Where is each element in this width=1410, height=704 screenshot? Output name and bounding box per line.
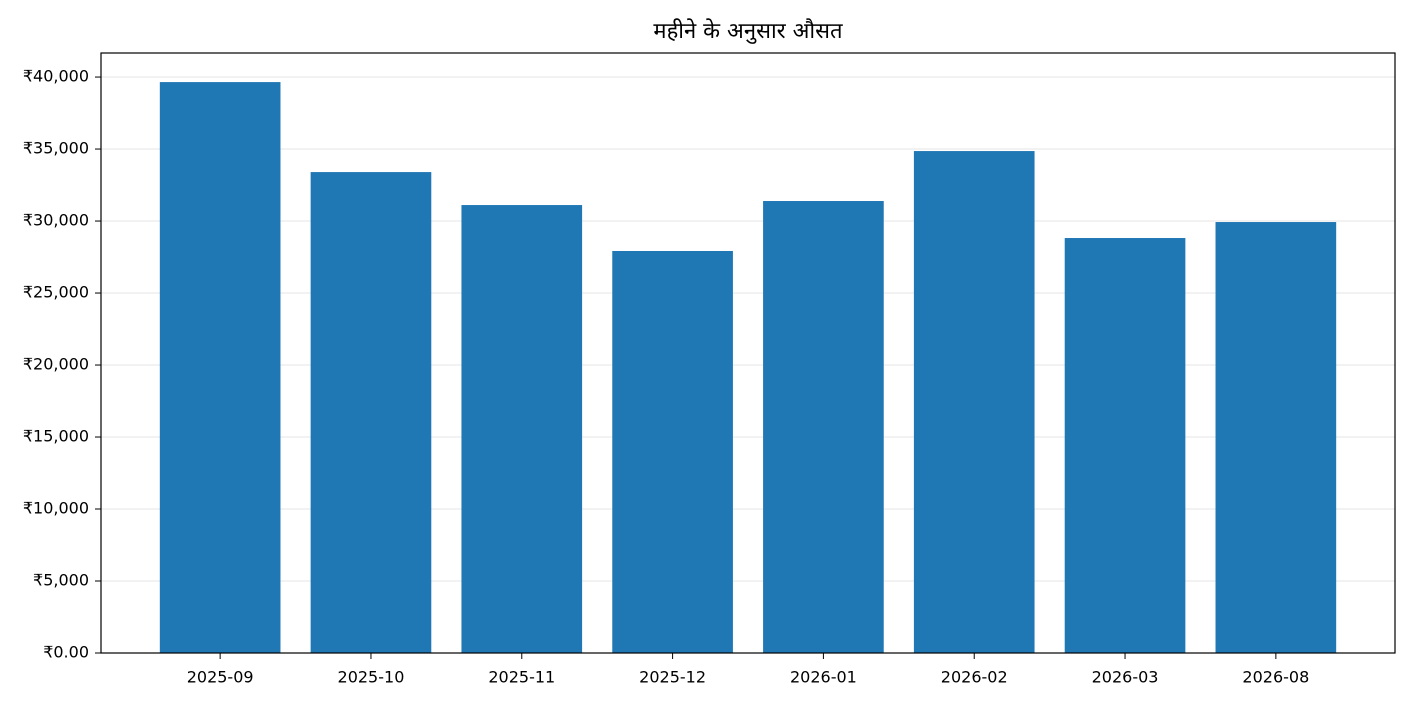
y-tick-label: ₹15,000 <box>23 427 89 446</box>
y-tick-label: ₹35,000 <box>23 139 89 158</box>
bar <box>612 250 733 653</box>
chart-title: महीने के अनुसार औसत <box>653 18 843 44</box>
y-tick-label: ₹5,000 <box>33 571 89 590</box>
bar <box>310 172 432 653</box>
x-tick-label: 2025-11 <box>488 668 555 687</box>
bar <box>159 82 281 653</box>
x-tick-label: 2026-01 <box>790 668 857 687</box>
y-tick-label: ₹30,000 <box>23 211 89 230</box>
x-tick-label: 2026-08 <box>1242 668 1309 687</box>
x-tick-label: 2026-03 <box>1092 668 1159 687</box>
bar <box>1064 238 1186 653</box>
x-tick-label: 2026-02 <box>941 668 1008 687</box>
bar <box>461 205 583 654</box>
bar <box>913 151 1035 653</box>
y-tick-label: ₹40,000 <box>23 67 89 86</box>
x-tick-label: 2025-12 <box>639 668 706 687</box>
y-tick-label: ₹20,000 <box>23 355 89 374</box>
bar <box>763 201 884 654</box>
plot-frame <box>100 52 1396 654</box>
y-tick-label: ₹10,000 <box>23 499 89 518</box>
x-tick-label: 2025-09 <box>187 668 254 687</box>
bar <box>1215 222 1337 653</box>
x-tick-label: 2025-10 <box>338 668 405 687</box>
y-tick-label: ₹25,000 <box>23 283 89 302</box>
y-tick-label: ₹0.00 <box>43 643 89 662</box>
